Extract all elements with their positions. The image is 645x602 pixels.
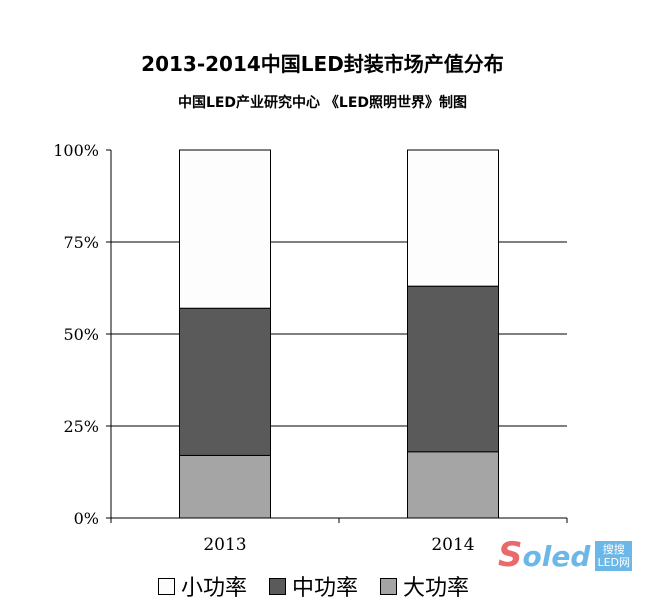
y-tick-label: 25% [63, 417, 99, 436]
x-tick-label: 2013 [203, 535, 246, 555]
legend: 小功率 中功率 大功率 [158, 570, 469, 602]
legend-swatch [380, 577, 398, 595]
x-tick-label: 2014 [431, 535, 474, 555]
legend-label: 大功率 [403, 576, 470, 601]
y-tick-label: 0% [74, 509, 99, 528]
legend-item: 小功率 [158, 570, 247, 602]
y-tick-label: 50% [63, 325, 99, 344]
bar-segment-大功率 [179, 454, 271, 519]
watermark-logo: Soled 搜搜 LED网 [498, 535, 633, 575]
bar-segment-大功率 [407, 451, 499, 519]
bar-segment-小功率 [179, 149, 271, 309]
legend-item: 中功率 [269, 570, 358, 602]
chart-subtitle: 中国LED产业研究中心 《LED照明世界》制图 [177, 95, 468, 111]
y-tick-label: 75% [63, 233, 99, 252]
legend-item: 大功率 [380, 570, 469, 602]
legend-label: 小功率 [181, 576, 248, 601]
legend-swatch [158, 577, 175, 595]
bar-segment-中功率 [407, 285, 499, 453]
chart-title: 2013-2014中国LED封装市场产值分布 [141, 52, 504, 76]
legend-swatch [269, 577, 287, 595]
bar-segment-小功率 [407, 149, 499, 287]
bar-segment-中功率 [179, 307, 271, 456]
y-tick-label: 100% [53, 141, 99, 160]
legend-label: 中功率 [292, 576, 359, 601]
